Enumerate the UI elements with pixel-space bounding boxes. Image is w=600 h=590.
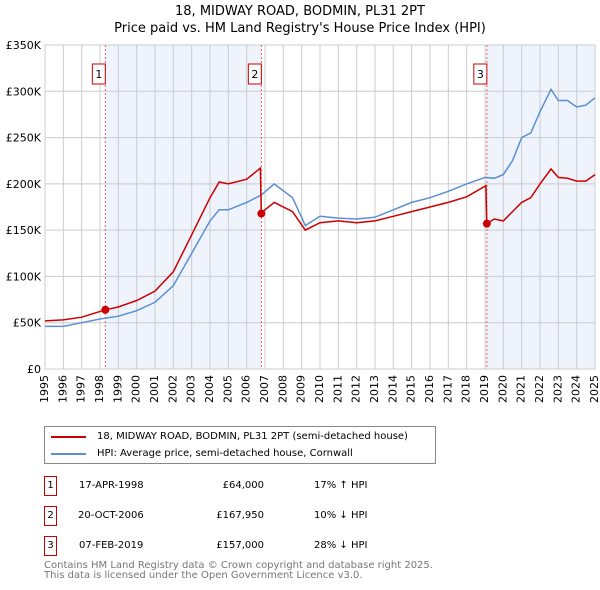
sale-price: £64,000 xyxy=(222,480,264,491)
x-tick-label: 2000 xyxy=(130,375,143,403)
y-tick-label: £250K xyxy=(6,132,42,145)
sale-date: 17-APR-1998 xyxy=(79,480,144,491)
legend-swatch-price xyxy=(51,435,86,438)
x-tick-label: 2002 xyxy=(166,375,179,403)
x-tick-label: 2015 xyxy=(405,375,418,403)
y-tick-label: £50K xyxy=(13,317,42,330)
chart-title: 18, MIDWAY ROAD, BODMIN, PL31 2PT xyxy=(175,4,425,19)
y-tick-label: £150K xyxy=(6,224,42,237)
sale-row: 3 07-FEB-2019 £157,000 28% ↓ HPI xyxy=(44,536,444,556)
y-tick-label: £300K xyxy=(6,85,42,98)
sale-row: 1 17-APR-1998 £64,000 17% ↑ HPI xyxy=(44,476,444,496)
sale-row: 2 20-OCT-2006 £167,950 10% ↓ HPI xyxy=(44,506,444,526)
sale-point xyxy=(482,219,491,228)
price-paid-line xyxy=(44,166,596,322)
x-tick-label: 2012 xyxy=(350,375,363,403)
x-tick-label: 2005 xyxy=(221,375,234,403)
x-tick-label: 2009 xyxy=(295,375,308,403)
footer: Contains HM Land Registry data © Crown c… xyxy=(44,561,433,581)
legend-label-hpi: HPI: Average price, semi-detached house,… xyxy=(97,448,353,459)
x-tick-label: 2007 xyxy=(258,375,271,403)
x-tick-label: 2003 xyxy=(185,375,198,403)
sale-label: 2 xyxy=(251,68,258,81)
x-tick-label: 1998 xyxy=(93,375,106,403)
sale-label: 1 xyxy=(95,68,102,81)
footer-licence: This data is licensed under the Open Gov… xyxy=(44,570,363,581)
x-tick-label: 1997 xyxy=(75,375,88,403)
y-tick-label: £0 xyxy=(27,363,41,376)
sale-date: 20-OCT-2006 xyxy=(78,510,144,521)
plot-border xyxy=(44,44,596,370)
footer-copyright: Contains HM Land Registry data © Crown c… xyxy=(44,560,433,571)
x-tick-label: 2017 xyxy=(441,375,454,403)
sale-hpi-diff: 28% ↓ HPI xyxy=(314,540,368,551)
sale-label-box xyxy=(247,63,262,85)
chart-canvas: 1995 1996 1997 1998 1999 2000 2001 2002 2003 2004… xyxy=(6,39,600,403)
sale-point xyxy=(257,209,266,218)
sale-badge: 3 xyxy=(44,536,57,556)
sale-label: 3 xyxy=(477,68,484,81)
x-tick-label: 2021 xyxy=(515,375,528,403)
x-tick-label: 2001 xyxy=(148,375,161,403)
chart-subtitle: Price paid vs. HM Land Registry's House … xyxy=(114,21,486,36)
x-tick-label: 1999 xyxy=(111,375,124,403)
hpi-line xyxy=(45,87,596,328)
x-tick-label: 2008 xyxy=(276,375,289,403)
legend-label-price: 18, MIDWAY ROAD, BODMIN, PL31 2PT (semi-… xyxy=(97,431,408,442)
x-tick-label: 2014 xyxy=(386,375,399,403)
sale-price: £167,950 xyxy=(216,510,264,521)
x-tick-label: 2022 xyxy=(533,375,546,403)
x-tick-label: 2011 xyxy=(331,375,344,403)
x-tick-label: 2018 xyxy=(460,375,473,403)
sale-hpi-diff: 10% ↓ HPI xyxy=(314,510,368,521)
x-tick-label: 1996 xyxy=(56,375,69,403)
y-tick-label: £200K xyxy=(6,178,42,191)
legend: 18, MIDWAY ROAD, BODMIN, PL31 2PT (semi-… xyxy=(44,426,436,464)
x-tick-label: 2023 xyxy=(551,375,564,403)
x-tick-label: 1995 xyxy=(38,375,51,403)
sale-label-box xyxy=(91,63,106,85)
sale-badge: 2 xyxy=(44,506,57,526)
sale-price: £157,000 xyxy=(216,540,264,551)
x-tick-label: 2010 xyxy=(313,375,326,403)
legend-swatch-hpi xyxy=(51,452,86,455)
y-tick-label: £100K xyxy=(6,270,42,283)
x-tick-label: 2024 xyxy=(570,375,583,403)
sale-badge: 1 xyxy=(44,476,57,496)
x-tick-label: 2025 xyxy=(588,375,600,403)
x-tick-label: 2006 xyxy=(240,375,253,403)
y-tick-label: £350K xyxy=(6,39,42,52)
x-tick-label: 2004 xyxy=(203,375,216,403)
x-tick-label: 2013 xyxy=(368,375,381,403)
sale-date: 07-FEB-2019 xyxy=(79,540,144,551)
sale-hpi-diff: 17% ↑ HPI xyxy=(314,480,368,491)
sale-label-box xyxy=(473,63,488,85)
x-tick-label: 2016 xyxy=(423,375,436,403)
x-tick-label: 2019 xyxy=(478,375,491,403)
shaded-ownership-period xyxy=(105,45,262,369)
sale-point xyxy=(101,305,110,314)
x-tick-label: 2020 xyxy=(496,375,509,403)
